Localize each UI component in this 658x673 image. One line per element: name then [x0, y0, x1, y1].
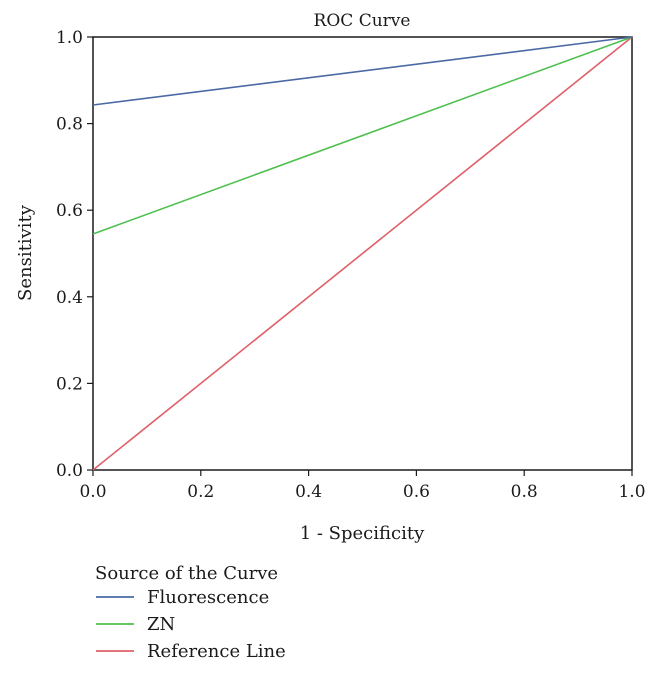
y-tick-label: 0.0 [56, 461, 83, 481]
x-tick-label: 0.8 [511, 482, 538, 502]
legend: Source of the Curve Fluorescence ZN Refere… [95, 563, 286, 662]
x-tick-label: 0.6 [403, 482, 430, 502]
legend-entry-label: Reference Line [147, 641, 286, 662]
x-axis-label: 1 - Specificity [300, 523, 425, 544]
y-tick-label: 0.6 [56, 201, 83, 221]
y-tick-label: 0.4 [56, 288, 83, 308]
legend-entry-label: ZN [147, 614, 175, 635]
y-tick-label: 0.8 [56, 115, 83, 135]
y-tick-label: 0.2 [56, 374, 83, 394]
series-line-fluorescence [92, 36, 633, 106]
plot-frame [92, 36, 633, 471]
y-axis: 0.0 0.2 0.4 0.6 0.8 1.0 [56, 28, 93, 481]
x-tick-label: 0.4 [295, 482, 322, 502]
legend-entry-label: Fluorescence [147, 587, 269, 608]
chart-title: ROC Curve [314, 11, 411, 31]
legend-title: Source of the Curve [95, 563, 278, 584]
x-tick-label: 0.0 [79, 482, 106, 502]
y-axis-label: Sensitivity [15, 204, 36, 301]
series-lines [92, 36, 633, 471]
series-line-reference-line [92, 36, 633, 471]
x-tick-label: 1.0 [618, 482, 645, 502]
series-line-zn [92, 36, 633, 235]
y-tick-label: 1.0 [56, 28, 83, 48]
x-axis: 0.0 0.2 0.4 0.6 0.8 1.0 [79, 470, 646, 502]
x-tick-label: 0.2 [187, 482, 214, 502]
